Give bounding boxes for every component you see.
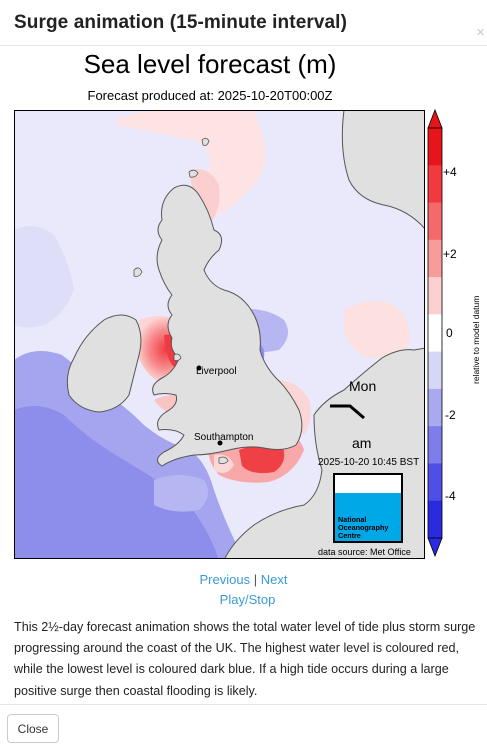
land-isle-of-wight — [218, 456, 229, 465]
description-text: This 2½-day forecast animation shows the… — [14, 620, 476, 698]
clock-hand-icon — [330, 404, 365, 420]
sea-positive-north — [114, 110, 266, 216]
sea-positive-moray — [189, 169, 220, 225]
colorbar-axis-label: relative to model datum — [471, 296, 481, 384]
land-orkney — [188, 169, 199, 178]
noc-logo-top — [335, 475, 401, 493]
data-source-label: data source: Met Office — [318, 547, 411, 557]
noc-logo-line3: Centre — [338, 531, 361, 540]
modal-header: Surge animation (15-minute interval) × — [0, 0, 487, 46]
play-stop-link[interactable]: Play/Stop — [219, 592, 276, 607]
colorbar-band — [428, 128, 442, 166]
previous-link[interactable]: Previous — [199, 572, 251, 587]
land-scandinavia — [341, 110, 425, 230]
next-link[interactable]: Next — [260, 572, 288, 587]
colorbar-band — [428, 314, 442, 353]
figure-subtitle: Forecast produced at: 2025-10-20T00:00Z — [87, 88, 333, 103]
colorbar-arrow-top — [427, 108, 443, 129]
map-canvas: Liverpool Southampton Mon am 2025-10-20 … — [14, 110, 425, 559]
southampton-marker — [217, 440, 223, 446]
close-icon[interactable]: × — [476, 24, 485, 41]
close-button[interactable]: Close — [7, 714, 59, 743]
land-great-britain — [152, 184, 303, 467]
noc-logo-line1: National — [338, 515, 366, 524]
colorbar-band — [428, 426, 442, 464]
colorbar-band — [428, 239, 442, 278]
day-label: Mon — [349, 378, 376, 394]
colorbar-canvas: +4 +2 0 -2 -4 relative to model datum — [427, 108, 481, 558]
colorbar-tick-label: +4 — [443, 165, 457, 179]
sea-negative-channel-west — [154, 475, 208, 512]
southampton-label: Southampton — [194, 432, 254, 443]
sea-positive-dutch — [344, 301, 410, 359]
colorbar-band — [428, 500, 442, 539]
colorbar-tick-label: -2 — [445, 408, 456, 422]
land-isle-of-man — [173, 353, 182, 362]
colorbar-band — [428, 202, 442, 241]
sea-high-channel — [239, 443, 285, 474]
land-shetland — [201, 137, 210, 146]
sea-negative-deep — [14, 406, 219, 559]
land-ireland — [66, 314, 142, 413]
colorbar-band — [428, 165, 442, 204]
modal-title: Surge animation (15-minute interval) — [14, 12, 347, 33]
noc-logo: National Oceanography Centre — [333, 473, 403, 543]
modal-footer: Close — [0, 704, 487, 754]
liverpool-label: Liverpool — [196, 366, 237, 377]
land-hebrides — [133, 267, 143, 277]
colorbar-band — [428, 351, 442, 390]
figure-title: Sea level forecast (m) — [83, 49, 337, 79]
noc-logo-line2: Oceanography — [338, 523, 388, 532]
play-stop-row: Play/Stop — [0, 592, 487, 607]
colorbar-tick-label: 0 — [446, 326, 453, 340]
colorbar-band — [428, 463, 442, 502]
colorbar-tick-label: -4 — [445, 489, 456, 503]
colorbar-band — [428, 388, 442, 427]
animation-nav: Previous | Next — [0, 572, 487, 587]
surge-map: Liverpool Southampton Mon am 2025-10-20 … — [14, 110, 426, 560]
timestamp-label: 2025-10-20 10:45 BST — [318, 457, 419, 468]
nav-separator: | — [253, 572, 258, 587]
colorbar-arrow-bottom — [427, 537, 443, 558]
colorbar-band — [428, 277, 442, 315]
liverpool-marker — [196, 365, 202, 371]
map-border — [14, 110, 425, 559]
colorbar-tick-label: +2 — [443, 247, 457, 261]
noc-logo-sea — [335, 493, 401, 541]
colorbar: +4 +2 0 -2 -4 relative to model datum — [426, 108, 487, 558]
sea-faint-nw — [14, 226, 74, 328]
period-label: am — [352, 435, 371, 451]
